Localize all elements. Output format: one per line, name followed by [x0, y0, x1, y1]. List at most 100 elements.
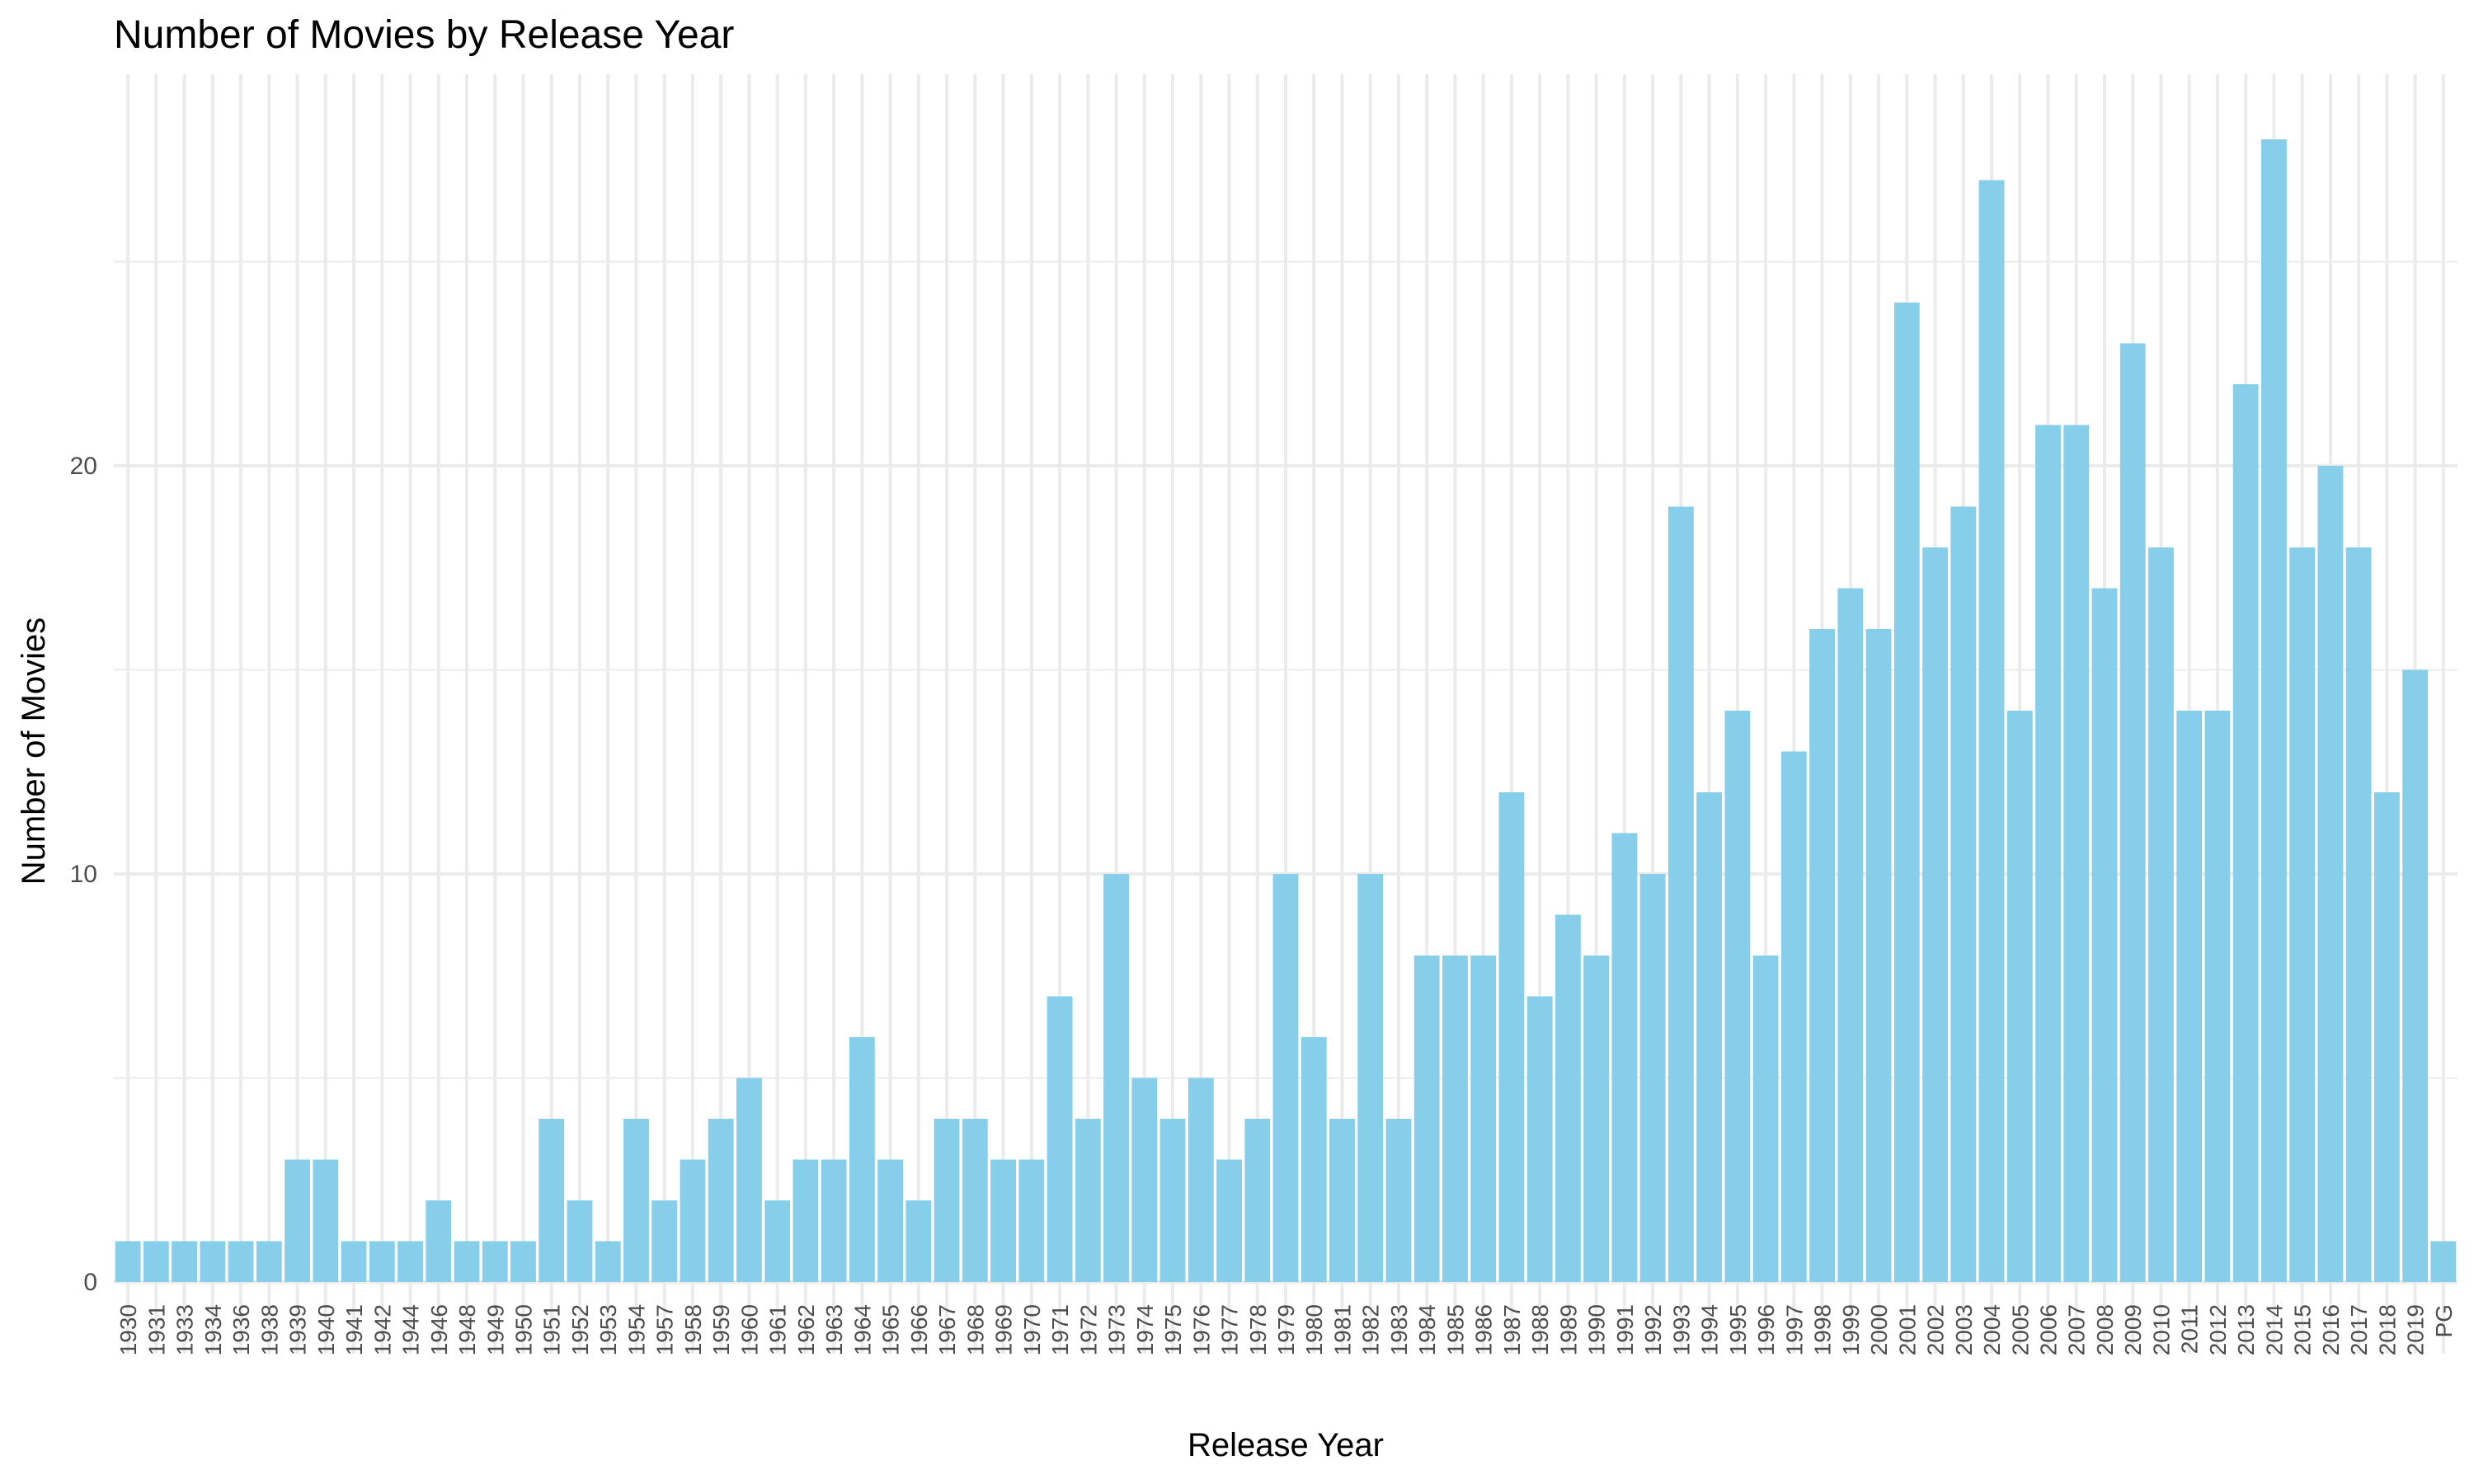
x-tick-label: 1990	[1584, 1304, 1610, 1355]
bar-1985	[1442, 956, 1468, 1282]
x-tick-label: 1982	[1358, 1304, 1384, 1355]
x-tick-label: 1985	[1442, 1304, 1468, 1355]
x-tick-label: 1974	[1132, 1304, 1158, 1355]
x-tick-label: 1930	[115, 1304, 141, 1355]
bar-1987	[1498, 792, 1525, 1282]
bar-1984	[1413, 956, 1440, 1282]
bar-1973	[1103, 874, 1129, 1282]
bars	[115, 139, 2457, 1282]
bar-2017	[2345, 547, 2372, 1282]
bar-1996	[1752, 956, 1779, 1282]
bar-1991	[1611, 833, 1638, 1282]
x-tick-label: 1986	[1471, 1304, 1497, 1355]
x-tick-label: 1972	[1075, 1304, 1101, 1355]
x-tick-label: 1968	[962, 1304, 988, 1355]
bar-1930	[115, 1241, 141, 1282]
bar-1972	[1075, 1119, 1101, 1282]
x-tick-label: 1978	[1245, 1304, 1271, 1355]
bar-2007	[2063, 425, 2090, 1282]
bar-1975	[1159, 1119, 1186, 1282]
x-tick-label: 2017	[2346, 1304, 2372, 1355]
x-tick-label: 1992	[1640, 1304, 1666, 1355]
bar-1967	[934, 1119, 960, 1282]
x-tick-label: 1944	[398, 1304, 424, 1355]
x-tick-label: 1989	[1555, 1304, 1581, 1355]
x-tick-label: 1942	[369, 1304, 395, 1355]
x-tick-label: 1997	[1781, 1304, 1807, 1355]
y-axis-ticks: 0 10 20	[70, 453, 97, 1296]
bar-2013	[2232, 384, 2259, 1282]
bar-1968	[962, 1119, 988, 1282]
x-tick-label: 1979	[1273, 1304, 1299, 1355]
x-tick-label: 1948	[454, 1304, 480, 1355]
x-tick-label: 2007	[2064, 1304, 2090, 1355]
x-tick-label: 1993	[1668, 1304, 1694, 1355]
x-tick-label: 1960	[736, 1304, 762, 1355]
x-tick-label: 1954	[623, 1304, 649, 1355]
x-tick-label: 1970	[1019, 1304, 1045, 1355]
bar-2012	[2204, 711, 2231, 1282]
bar-2014	[2261, 139, 2287, 1282]
bar-2016	[2317, 466, 2344, 1282]
x-tick-label: 1963	[821, 1304, 847, 1355]
bar-1989	[1555, 914, 1581, 1282]
bar-1986	[1470, 956, 1497, 1282]
bar-1992	[1639, 874, 1666, 1282]
chart-title: Number of Movies by Release Year	[114, 13, 734, 57]
bar-2000	[1865, 629, 1892, 1282]
bar-1946	[426, 1200, 452, 1282]
x-tick-label: 1946	[426, 1304, 452, 1355]
bar-1995	[1724, 711, 1751, 1282]
x-tick-label: 1933	[172, 1304, 198, 1355]
bar-1948	[454, 1241, 480, 1282]
bar-1962	[793, 1159, 819, 1282]
x-tick-label: 1966	[906, 1304, 932, 1355]
bar-1969	[990, 1159, 1016, 1282]
bar-1939	[285, 1159, 310, 1282]
x-tick-label: 2015	[2290, 1304, 2316, 1355]
bar-1998	[1809, 629, 1835, 1282]
x-tick-label: 1940	[313, 1304, 339, 1355]
x-tick-label: 2000	[1866, 1304, 1892, 1355]
x-tick-label: 1980	[1301, 1304, 1327, 1355]
x-tick-label: 2001	[1894, 1304, 1920, 1355]
bar-1951	[539, 1119, 565, 1282]
bar-1944	[397, 1241, 423, 1282]
x-tick-label: 1971	[1047, 1304, 1073, 1355]
bar-1942	[369, 1241, 395, 1282]
x-tick-label: 1964	[849, 1304, 875, 1355]
bar-1974	[1131, 1078, 1158, 1282]
bar-2005	[2006, 711, 2033, 1282]
x-tick-label: 1995	[1725, 1304, 1751, 1355]
bar-1958	[680, 1159, 706, 1282]
y-tick-label: 0	[83, 1269, 97, 1296]
bar-1981	[1329, 1119, 1355, 1282]
x-tick-label: 1983	[1386, 1304, 1412, 1355]
bar-1965	[877, 1159, 904, 1282]
x-tick-label: 1949	[482, 1304, 508, 1355]
x-tick-label: 1961	[765, 1304, 791, 1355]
bar-1940	[313, 1159, 339, 1282]
bar-PG	[2430, 1241, 2457, 1282]
x-tick-label: 1987	[1499, 1304, 1525, 1355]
x-tick-label: 1939	[285, 1304, 311, 1355]
bar-1953	[595, 1241, 621, 1282]
bar-2001	[1893, 303, 1920, 1282]
x-tick-label: 2011	[2177, 1304, 2203, 1354]
bar-1982	[1357, 874, 1384, 1282]
y-tick-label: 20	[70, 453, 97, 480]
x-tick-label: 1950	[510, 1304, 536, 1355]
bar-1966	[905, 1200, 932, 1282]
x-tick-label: 1969	[991, 1304, 1017, 1355]
bar-2010	[2148, 547, 2174, 1282]
x-tick-label: 2005	[2007, 1304, 2033, 1355]
x-tick-label: 1991	[1612, 1304, 1638, 1355]
x-tick-label: 1996	[1753, 1304, 1779, 1355]
bar-1979	[1272, 874, 1299, 1282]
bar-1934	[200, 1241, 226, 1282]
x-tick-label: 1952	[567, 1304, 593, 1355]
x-tick-label: 1962	[793, 1304, 819, 1355]
bar-2002	[1922, 547, 1948, 1282]
x-tick-label: 2006	[2036, 1304, 2062, 1355]
